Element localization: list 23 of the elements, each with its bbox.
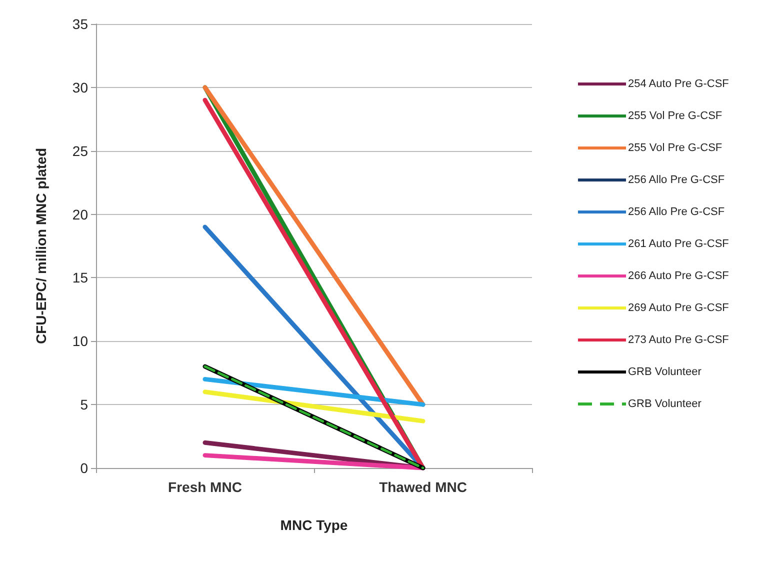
legend-label: 261 Auto Pre G-CSF: [628, 238, 730, 250]
y-axis-title: CFU-EPC/ million MNC plated: [33, 148, 49, 344]
x-tick-label: Fresh MNC: [168, 479, 242, 495]
y-tick-label: 20: [72, 206, 88, 222]
y-tick-label: 10: [72, 333, 88, 350]
legend-label: 255 Vol Pre G-CSF: [628, 142, 722, 154]
y-tick-label: 5: [80, 396, 88, 413]
legend-label: 266 Auto Pre G-CSF: [628, 270, 730, 282]
legend-label: 269 Auto Pre G-CSF: [628, 302, 730, 314]
legend-label: 273 Auto Pre G-CSF: [628, 334, 730, 346]
y-tick-label: 35: [72, 16, 88, 32]
legend-label: 254 Auto Pre G-CSF: [628, 78, 730, 90]
x-tick-label: Thawed MNC: [379, 479, 467, 495]
y-tick-label: 30: [72, 79, 88, 96]
legend-label: 255 Vol Pre G-CSF: [628, 110, 722, 122]
legend-label: 256 Allo Pre G-CSF: [628, 174, 725, 186]
x-axis-title: MNC Type: [280, 517, 348, 533]
legend-label: GRB Volunteer: [628, 366, 702, 378]
y-tick-label: 0: [80, 460, 88, 476]
y-tick-label: 15: [72, 270, 88, 286]
legend-label: GRB Volunteer: [628, 398, 702, 410]
legend-label: 256 Allo Pre G-CSF: [628, 206, 725, 218]
y-tick-label: 25: [72, 142, 88, 159]
